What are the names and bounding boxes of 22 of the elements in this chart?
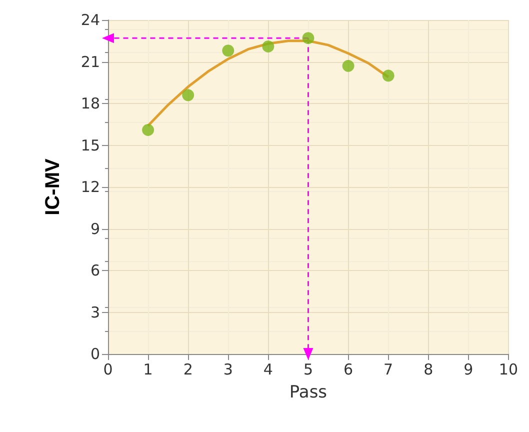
y-tick-label: 9 <box>90 220 100 238</box>
y-tick-label: 12 <box>80 178 100 196</box>
x-tick-label: 9 <box>464 360 474 378</box>
y-axis-title: IC-MV <box>42 158 64 216</box>
x-tick-label: 0 <box>103 360 113 378</box>
y-tick-label: 0 <box>90 345 100 363</box>
y-tick-label: 24 <box>80 11 100 29</box>
x-tick-label: 1 <box>143 360 153 378</box>
x-tick-label: 2 <box>183 360 193 378</box>
x-tick-label: 3 <box>223 360 233 378</box>
y-tick-label: 21 <box>80 52 100 71</box>
x-tick-label: 6 <box>344 360 354 378</box>
y-tick-label: 18 <box>80 94 100 112</box>
y-tick-label: 15 <box>80 136 100 154</box>
x-tick-label: 7 <box>384 360 394 378</box>
x-tick-label: 10 <box>498 360 518 378</box>
x-tick-label: 4 <box>263 360 273 378</box>
x-tick-label: 5 <box>303 360 313 378</box>
y-tick-label: 6 <box>90 262 100 280</box>
y-tick-label: 3 <box>90 303 100 322</box>
x-axis-title: Pass <box>289 382 328 402</box>
x-tick-label: 8 <box>424 360 434 378</box>
